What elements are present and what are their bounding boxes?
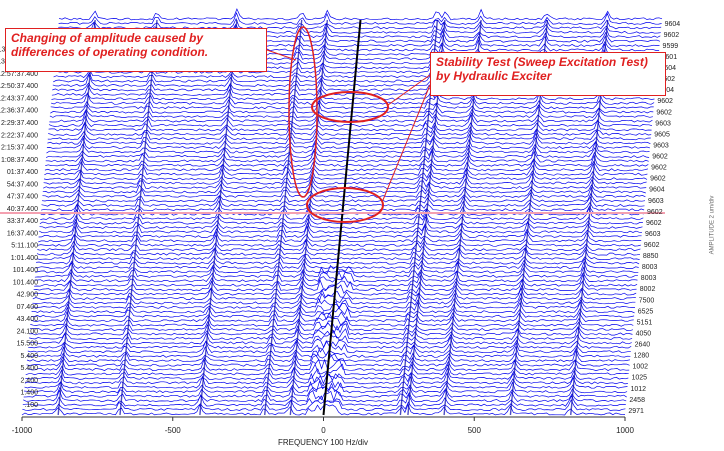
speed-label: 9604 bbox=[660, 65, 676, 72]
time-label: 12:50:37.400 bbox=[0, 83, 38, 90]
speed-label: 6525 bbox=[638, 308, 654, 315]
time-label: 07.400 bbox=[17, 304, 39, 311]
time-label: 5.400 bbox=[20, 353, 38, 360]
time-label: 15.500 bbox=[17, 341, 39, 348]
trace bbox=[58, 8, 663, 21]
time-label: 2:22:37.400 bbox=[1, 132, 38, 139]
speed-label: 9602 bbox=[650, 176, 666, 183]
speed-label: 9602 bbox=[644, 242, 660, 249]
connector bbox=[382, 84, 431, 201]
speed-label: 1002 bbox=[633, 364, 649, 371]
speed-label: 9603 bbox=[648, 198, 664, 205]
speed-label: 9601 bbox=[662, 54, 678, 61]
speed-label: 2458 bbox=[629, 397, 645, 404]
x-tick-label: -1000 bbox=[12, 426, 33, 435]
time-label: 1:08:37.400 bbox=[1, 157, 38, 164]
speed-label: 9603 bbox=[653, 142, 669, 149]
annotation-1: Changing of amplitude caused by differen… bbox=[5, 28, 267, 72]
annotation-2: Stability Test (Sweep Excitation Test) b… bbox=[430, 52, 666, 96]
x-tick-label: 0 bbox=[321, 426, 326, 435]
time-label: 12:36:37.400 bbox=[0, 108, 38, 115]
x-tick-label: 1000 bbox=[616, 426, 634, 435]
speed-label: 9604 bbox=[649, 187, 665, 194]
zero-line bbox=[322, 19, 362, 416]
speed-label: 9604 bbox=[658, 87, 674, 94]
time-label: 01:37.400 bbox=[7, 169, 38, 176]
speed-label: 9603 bbox=[655, 120, 671, 127]
speed-label: 7500 bbox=[639, 297, 655, 304]
time-label: 2:15:37.400 bbox=[1, 145, 38, 152]
time-label: 12:57:37.400 bbox=[0, 71, 38, 78]
time-label: 1:01.400 bbox=[11, 255, 38, 262]
connector bbox=[387, 74, 431, 106]
ridge bbox=[289, 19, 329, 416]
x-axis-label: FREQUENCY 100 Hz/div bbox=[278, 438, 368, 447]
speed-label: 1012 bbox=[630, 386, 646, 393]
x-tick-label: 500 bbox=[468, 426, 482, 435]
time-label: 47:37.400 bbox=[7, 194, 38, 201]
speed-label: 4050 bbox=[636, 330, 652, 337]
speed-label: 9603 bbox=[645, 231, 661, 238]
speed-label: 9602 bbox=[647, 209, 663, 216]
speed-label: 9605 bbox=[654, 131, 670, 138]
time-label: 40:37.400 bbox=[7, 206, 38, 213]
time-label: 54:37.400 bbox=[7, 181, 38, 188]
ridge bbox=[199, 19, 238, 416]
time-label: 5.400 bbox=[20, 365, 38, 372]
time-label: 16:37.400 bbox=[7, 230, 38, 237]
x-tick-label: -500 bbox=[165, 426, 182, 435]
speed-label: 9604 bbox=[665, 21, 681, 28]
speed-label: 9602 bbox=[657, 98, 673, 105]
speed-label: 9602 bbox=[651, 165, 667, 172]
speed-label: 2971 bbox=[628, 408, 644, 415]
speed-label: 9599 bbox=[663, 43, 679, 50]
highlight-ellipse bbox=[311, 91, 389, 123]
time-label: .100 bbox=[24, 402, 38, 409]
speed-label: 2640 bbox=[635, 342, 651, 349]
connector bbox=[266, 49, 297, 61]
speed-label: 9602 bbox=[652, 154, 668, 161]
time-label: 33:37.400 bbox=[7, 218, 38, 225]
speed-label: 8850 bbox=[643, 253, 659, 260]
time-label: 101.400 bbox=[13, 267, 38, 274]
trace bbox=[27, 340, 631, 354]
speed-label: 9602 bbox=[664, 32, 680, 39]
time-label: 5:11.100 bbox=[11, 243, 38, 250]
time-label: 2.400 bbox=[20, 377, 38, 384]
time-label: 42.900 bbox=[17, 292, 39, 299]
time-label: 1.400 bbox=[20, 390, 38, 397]
speed-label: 1280 bbox=[634, 353, 650, 360]
trace bbox=[34, 264, 638, 278]
ridge bbox=[264, 19, 303, 416]
speed-label: 8003 bbox=[642, 264, 658, 271]
speed-label: 9602 bbox=[656, 109, 672, 116]
speed-label: 9602 bbox=[646, 220, 662, 227]
time-label: 24.100 bbox=[17, 328, 39, 335]
highlight-ellipse bbox=[288, 26, 318, 198]
highlight-ellipse bbox=[306, 187, 384, 223]
speed-label: 8003 bbox=[641, 275, 657, 282]
speed-label: 5151 bbox=[637, 319, 653, 326]
time-label: 43.400 bbox=[17, 316, 39, 323]
ridge bbox=[119, 19, 158, 416]
speed-label: 9602 bbox=[659, 76, 675, 83]
speed-label: 1025 bbox=[631, 375, 647, 382]
time-label: 2:29:37.400 bbox=[1, 120, 38, 127]
speed-label: 8002 bbox=[640, 286, 656, 293]
ridge bbox=[57, 19, 96, 416]
time-label: 12:43:37.400 bbox=[0, 95, 38, 102]
z-axis-label: AMPLITUDE 2 um/div bbox=[710, 196, 716, 255]
time-label: 101.400 bbox=[13, 279, 38, 286]
